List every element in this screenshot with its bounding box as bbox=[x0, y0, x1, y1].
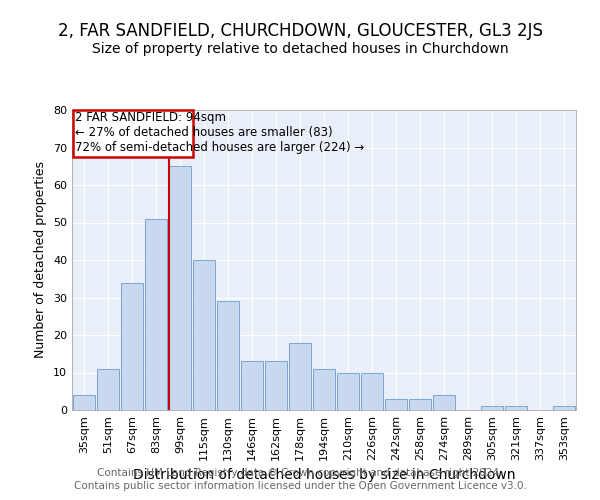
Text: 2, FAR SANDFIELD, CHURCHDOWN, GLOUCESTER, GL3 2JS: 2, FAR SANDFIELD, CHURCHDOWN, GLOUCESTER… bbox=[58, 22, 542, 40]
Bar bbox=[337, 372, 359, 410]
Bar bbox=[505, 406, 527, 410]
Text: Size of property relative to detached houses in Churchdown: Size of property relative to detached ho… bbox=[92, 42, 508, 56]
Bar bbox=[73, 395, 95, 410]
Bar bbox=[289, 342, 311, 410]
Text: Contains HM Land Registry data © Crown copyright and database right 2024.: Contains HM Land Registry data © Crown c… bbox=[97, 468, 503, 477]
Bar bbox=[145, 219, 167, 410]
Y-axis label: Number of detached properties: Number of detached properties bbox=[34, 162, 47, 358]
Bar bbox=[553, 406, 575, 410]
Bar bbox=[169, 166, 191, 410]
Bar bbox=[241, 361, 263, 410]
Text: Contains public sector information licensed under the Open Government Licence v3: Contains public sector information licen… bbox=[74, 481, 526, 491]
FancyBboxPatch shape bbox=[73, 110, 193, 157]
Bar bbox=[121, 282, 143, 410]
Bar bbox=[433, 395, 455, 410]
Text: 2 FAR SANDFIELD: 94sqm
← 27% of detached houses are smaller (83)
72% of semi-det: 2 FAR SANDFIELD: 94sqm ← 27% of detached… bbox=[76, 111, 365, 154]
Bar bbox=[409, 399, 431, 410]
Bar bbox=[385, 399, 407, 410]
Bar bbox=[97, 369, 119, 410]
Bar bbox=[481, 406, 503, 410]
Bar bbox=[313, 369, 335, 410]
Bar bbox=[265, 361, 287, 410]
Bar bbox=[193, 260, 215, 410]
Bar bbox=[361, 372, 383, 410]
X-axis label: Distribution of detached houses by size in Churchdown: Distribution of detached houses by size … bbox=[133, 468, 515, 482]
Bar bbox=[217, 301, 239, 410]
